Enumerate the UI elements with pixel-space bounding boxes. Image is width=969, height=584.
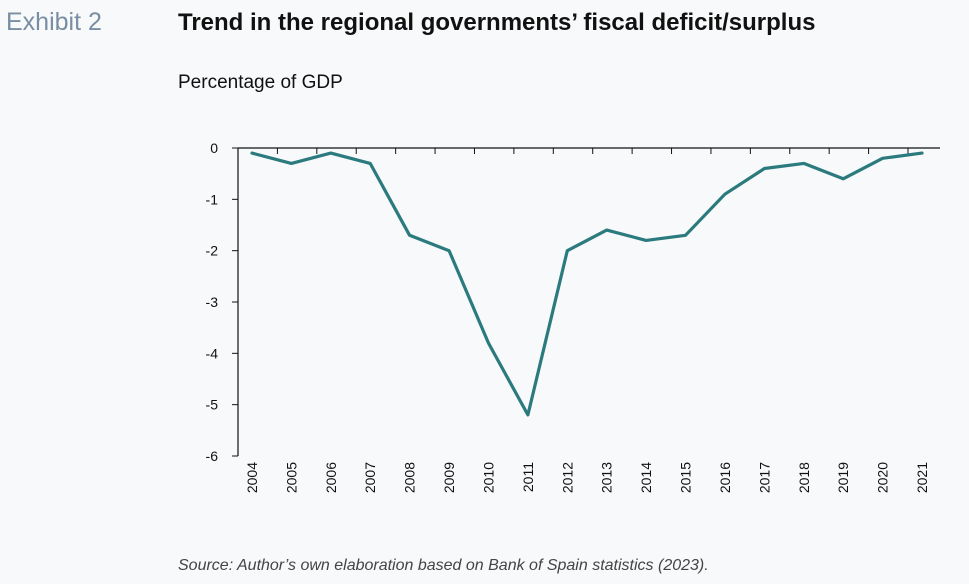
chart-axes <box>237 147 940 456</box>
source-note: Source: Author’s own elaboration based o… <box>178 557 709 574</box>
series-line <box>250 151 924 417</box>
series-group <box>250 151 924 417</box>
y-tick-label: -6 <box>206 448 219 464</box>
x-tick-label: 2021 <box>914 462 930 493</box>
x-axis-ticks: 2004 2005 2006 2007 2008 2009 2010 2011 2012 2013… <box>237 148 930 493</box>
x-tick-label: 2012 <box>559 462 575 493</box>
chart-subtitle: Percentage of GDP <box>178 72 343 93</box>
x-tick-label: 2011 <box>520 462 536 492</box>
x-tick-label: 2006 <box>323 462 339 493</box>
y-tick-label: 0 <box>210 140 218 156</box>
x-tick-label: 2020 <box>875 462 891 493</box>
exhibit-label: Exhibit 2 <box>6 8 102 36</box>
x-tick-label: 2016 <box>717 462 733 493</box>
x-tick-label: 2005 <box>283 462 299 493</box>
x-tick-label: 2015 <box>678 462 694 493</box>
y-tick-label: -3 <box>206 294 219 310</box>
y-tick-label: -2 <box>206 243 219 259</box>
x-tick-label: 2019 <box>835 462 851 493</box>
y-tick-label: -5 <box>206 397 219 413</box>
x-tick-label: 2008 <box>402 462 418 493</box>
x-tick-label: 2013 <box>599 462 615 493</box>
y-axis-ticks: 0 -1 -2 -3 -4 -5 -6 <box>206 140 238 464</box>
x-tick-label: 2010 <box>480 462 496 493</box>
x-tick-label: 2018 <box>796 462 812 493</box>
x-tick-label: 2009 <box>441 462 457 493</box>
x-tick-label: 2017 <box>756 462 772 493</box>
y-tick-label: -4 <box>206 345 219 361</box>
x-tick-label: 2007 <box>362 462 378 493</box>
x-tick-label: 2014 <box>638 462 654 493</box>
chart-title: Trend in the regional governments’ fisca… <box>178 9 816 36</box>
x-tick-label: 2004 <box>244 462 260 493</box>
y-tick-label: -1 <box>206 191 219 207</box>
